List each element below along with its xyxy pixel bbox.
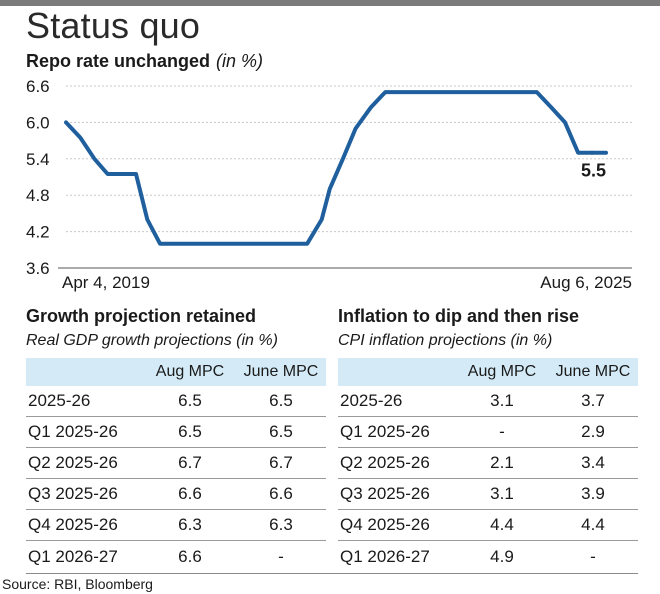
row-label: Q2 2025-26	[28, 453, 118, 472]
tick-layer: 6.6 6.0 5.4 4.8 4.2 3.6	[26, 77, 50, 278]
table-row: 2025-26 3.1 3.7	[338, 386, 638, 417]
header-aug-mpc: Aug MPC	[155, 363, 225, 380]
growth-projection-section: Growth projection retained Real GDP grow…	[26, 304, 326, 572]
table-row: Q4 2025-26 4.4 4.4	[338, 510, 638, 541]
aug-value: 2.1	[490, 453, 514, 472]
row-label: Q4 2025-26	[340, 515, 430, 534]
row-label: Q4 2025-26	[28, 515, 118, 534]
row-label: 2025-26	[340, 391, 403, 410]
footer-divider	[26, 573, 638, 574]
table-row: 2025-26 6.5 6.5	[26, 386, 326, 417]
table-row: Q1 2026-27 6.6 -	[26, 541, 326, 572]
table-row: Q1 2026-27 4.9 -	[338, 541, 638, 572]
aug-value: 4.9	[490, 546, 514, 566]
june-value: 6.5	[269, 422, 293, 441]
table-row: Q1 2025-26 6.5 6.5	[26, 417, 326, 448]
june-value: 2.9	[581, 422, 605, 441]
june-value: 4.4	[581, 515, 605, 534]
june-value: 6.5	[269, 391, 293, 410]
page-title: Status quo	[26, 5, 201, 46]
y-tick-label: 4.2	[26, 223, 50, 242]
aug-value: 6.6	[178, 484, 202, 503]
top-bar	[0, 0, 660, 6]
aug-value: 6.5	[178, 391, 202, 410]
header-aug-mpc: Aug MPC	[467, 363, 537, 380]
growth-table-header: Aug MPC June MPC	[26, 358, 326, 386]
growth-table-body: 2025-26 6.5 6.5 Q1 2025-26 6.5 6.5 Q2 2025-2…	[26, 386, 326, 572]
table-row: Q3 2025-26 6.6 6.6	[26, 479, 326, 510]
june-value: 6.6	[269, 484, 293, 503]
aug-value: 6.6	[178, 546, 202, 566]
y-tick-label: 6.0	[26, 113, 50, 132]
end-value-label: 5.5	[581, 161, 606, 181]
aug-value: 3.1	[490, 484, 514, 503]
growth-table-title: Growth projection retained	[26, 306, 257, 326]
row-label: Q2 2025-26	[340, 453, 430, 472]
x-label-end: Aug 6, 2025	[540, 273, 632, 292]
repo-rate-line	[64, 90, 594, 246]
table-row: Q2 2025-26 2.1 3.4	[338, 448, 638, 479]
inflation-projection-section: Inflation to dip and then rise CPI infla…	[338, 304, 638, 572]
inflation-table-title: Inflation to dip and then rise	[338, 306, 579, 326]
inflation-table-subtitle: CPI inflation projections (in %)	[338, 332, 553, 349]
june-value: 6.7	[269, 453, 293, 472]
june-value: 3.7	[581, 391, 605, 410]
row-label: Q1 2026-27	[28, 546, 118, 566]
chart-unit: (in %)	[216, 51, 264, 71]
row-label: Q1 2025-26	[28, 422, 118, 441]
label-layer: 5.5 Apr 4, 2019 Aug 6, 2025	[62, 161, 632, 292]
chart-title-text: Repo rate unchanged	[26, 51, 211, 71]
june-value: -	[278, 546, 284, 566]
aug-value: -	[499, 422, 505, 441]
inflation-table-header: Aug MPC June MPC	[338, 358, 638, 386]
aug-value: 3.1	[490, 391, 514, 410]
june-value: -	[590, 546, 596, 566]
row-label: Q1 2026-27	[340, 546, 430, 566]
header-june-mpc: June MPC	[555, 363, 631, 380]
x-label-start: Apr 4, 2019	[62, 273, 150, 292]
row-label: Q1 2025-26	[340, 422, 430, 441]
june-value: 3.4	[581, 453, 605, 472]
repo-rate-chart: 6.6 6.0 5.4 4.8 4.2 3.6 5.5 Apr 4, 2019 Aug 6, …	[26, 77, 632, 292]
y-tick-label: 3.6	[26, 259, 50, 278]
row-label: 2025-26	[28, 391, 91, 410]
row-label: Q3 2025-26	[340, 484, 430, 503]
source-note: Source: RBI, Bloomberg	[2, 576, 153, 592]
grid-layer	[58, 85, 632, 269]
aug-value: 6.3	[178, 515, 202, 534]
row-label: Q3 2025-26	[28, 484, 118, 503]
header-june-mpc: June MPC	[243, 363, 319, 380]
table-row: Q4 2025-26 6.3 6.3	[26, 510, 326, 541]
june-value: 6.3	[269, 515, 293, 534]
y-tick-label: 5.4	[26, 150, 50, 169]
y-tick-label: 4.8	[26, 186, 50, 205]
aug-value: 4.4	[490, 515, 514, 534]
june-value: 3.9	[581, 484, 605, 503]
table-row: Q1 2025-26 - 2.9	[338, 417, 638, 448]
y-tick-label: 6.6	[26, 77, 50, 96]
aug-value: 6.5	[178, 422, 202, 441]
growth-table-subtitle: Real GDP growth projections (in %)	[26, 332, 278, 349]
table-row: Q2 2025-26 6.7 6.7	[26, 448, 326, 479]
aug-value: 6.7	[178, 453, 202, 472]
line-layer	[64, 90, 608, 246]
chart-title: Repo rate unchanged (in %)	[26, 50, 263, 72]
inflation-table-body: 2025-26 3.1 3.7 Q1 2025-26 - 2.9 Q2 2025-26 2…	[338, 386, 638, 572]
table-row: Q3 2025-26 3.1 3.9	[338, 479, 638, 510]
